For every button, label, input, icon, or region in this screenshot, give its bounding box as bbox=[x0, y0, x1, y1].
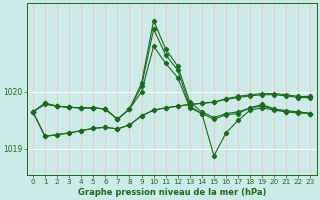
X-axis label: Graphe pression niveau de la mer (hPa): Graphe pression niveau de la mer (hPa) bbox=[77, 188, 266, 197]
